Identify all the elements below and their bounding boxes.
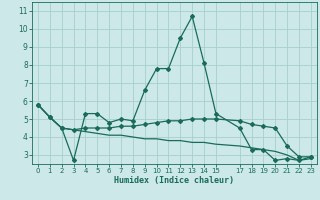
X-axis label: Humidex (Indice chaleur): Humidex (Indice chaleur) bbox=[115, 176, 234, 185]
